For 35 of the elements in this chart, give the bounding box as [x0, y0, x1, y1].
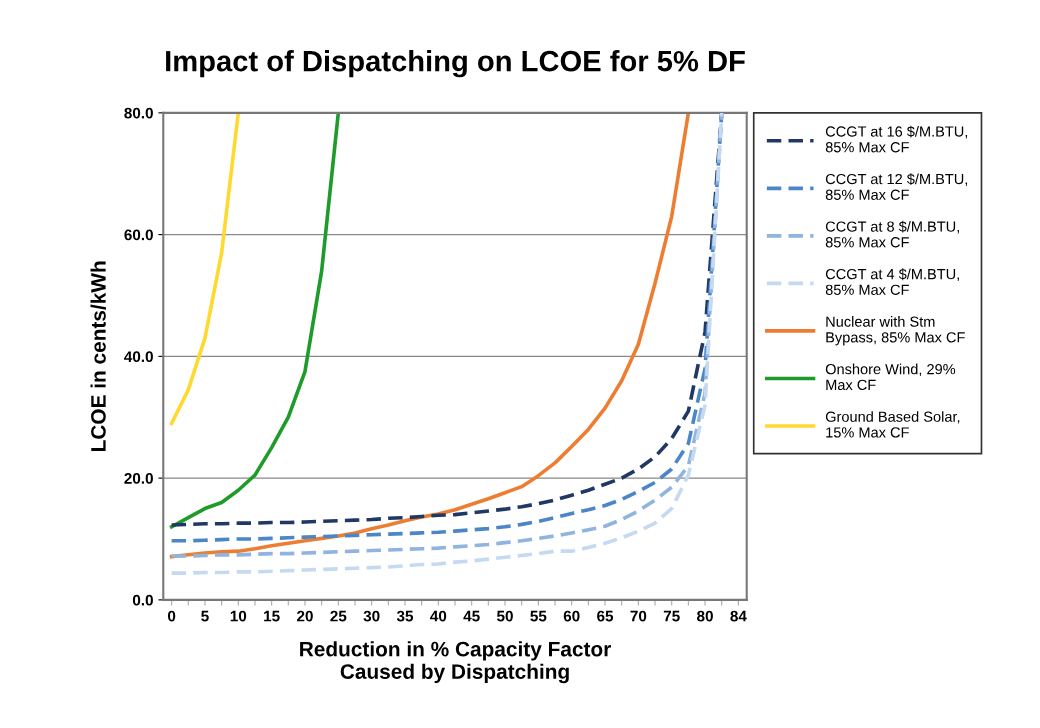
x-tick-label: 15: [264, 610, 280, 622]
x-tick-label: 80: [697, 610, 713, 622]
y-tick-label: 60.0: [124, 229, 153, 241]
y-tick-label: 0.0: [132, 594, 153, 606]
y-axis-title: LCOE in cents/kWh: [90, 261, 107, 452]
x-tick-label: 65: [597, 610, 614, 622]
x-tick-label: 60: [563, 610, 580, 622]
x-tick-label: 50: [496, 610, 513, 622]
x-tick-label: 0: [167, 610, 176, 622]
chart-title: Impact of Dispatching on LCOE for 5% DF: [166, 50, 745, 78]
legend-label: CCGT at 8 $/M.BTU, 85% Max CF: [825, 220, 959, 248]
x-tick-label: 30: [363, 610, 380, 622]
legend-label: CCGT at 12 $/M.BTU, 85% Max CF: [825, 173, 968, 200]
line-series: [169, 112, 241, 426]
legend-label: CCGT at 4 $/M.BTU, 85% Max CF: [825, 268, 959, 295]
y-tick-label: 40.0: [124, 351, 153, 363]
x-tick-label: 5: [201, 610, 209, 622]
x-tick-label: 75: [663, 610, 680, 622]
x-axis-title: Reduction in % Capacity Factor Caused by Dispatching: [300, 641, 611, 684]
x-tick-label: 10: [230, 610, 247, 622]
legend-label: Onshore Wind, 29% Max CF: [825, 363, 956, 391]
y-tick-label: 20.0: [124, 472, 153, 484]
x-tick-label: 35: [396, 610, 414, 622]
x-tick-label: 55: [530, 610, 547, 622]
legend-label: Ground Based Solar, 15% Max CF: [825, 411, 960, 438]
legend-label: CCGT at 16 $/M.BTU, 85% Max CF: [825, 125, 968, 153]
x-tick-label: 70: [630, 610, 647, 622]
x-tick-label: 45: [463, 610, 480, 622]
y-tick-label: 80.0: [124, 107, 153, 119]
x-tick-label: 40: [430, 610, 447, 622]
x-tick-label: 20: [297, 610, 313, 622]
legend-label: Nuclear with Stm Bypass, 85% Max CF: [826, 316, 965, 346]
line-series: [169, 112, 341, 529]
x-tick-label: 84: [730, 610, 747, 622]
x-tick-label: 25: [330, 610, 347, 622]
